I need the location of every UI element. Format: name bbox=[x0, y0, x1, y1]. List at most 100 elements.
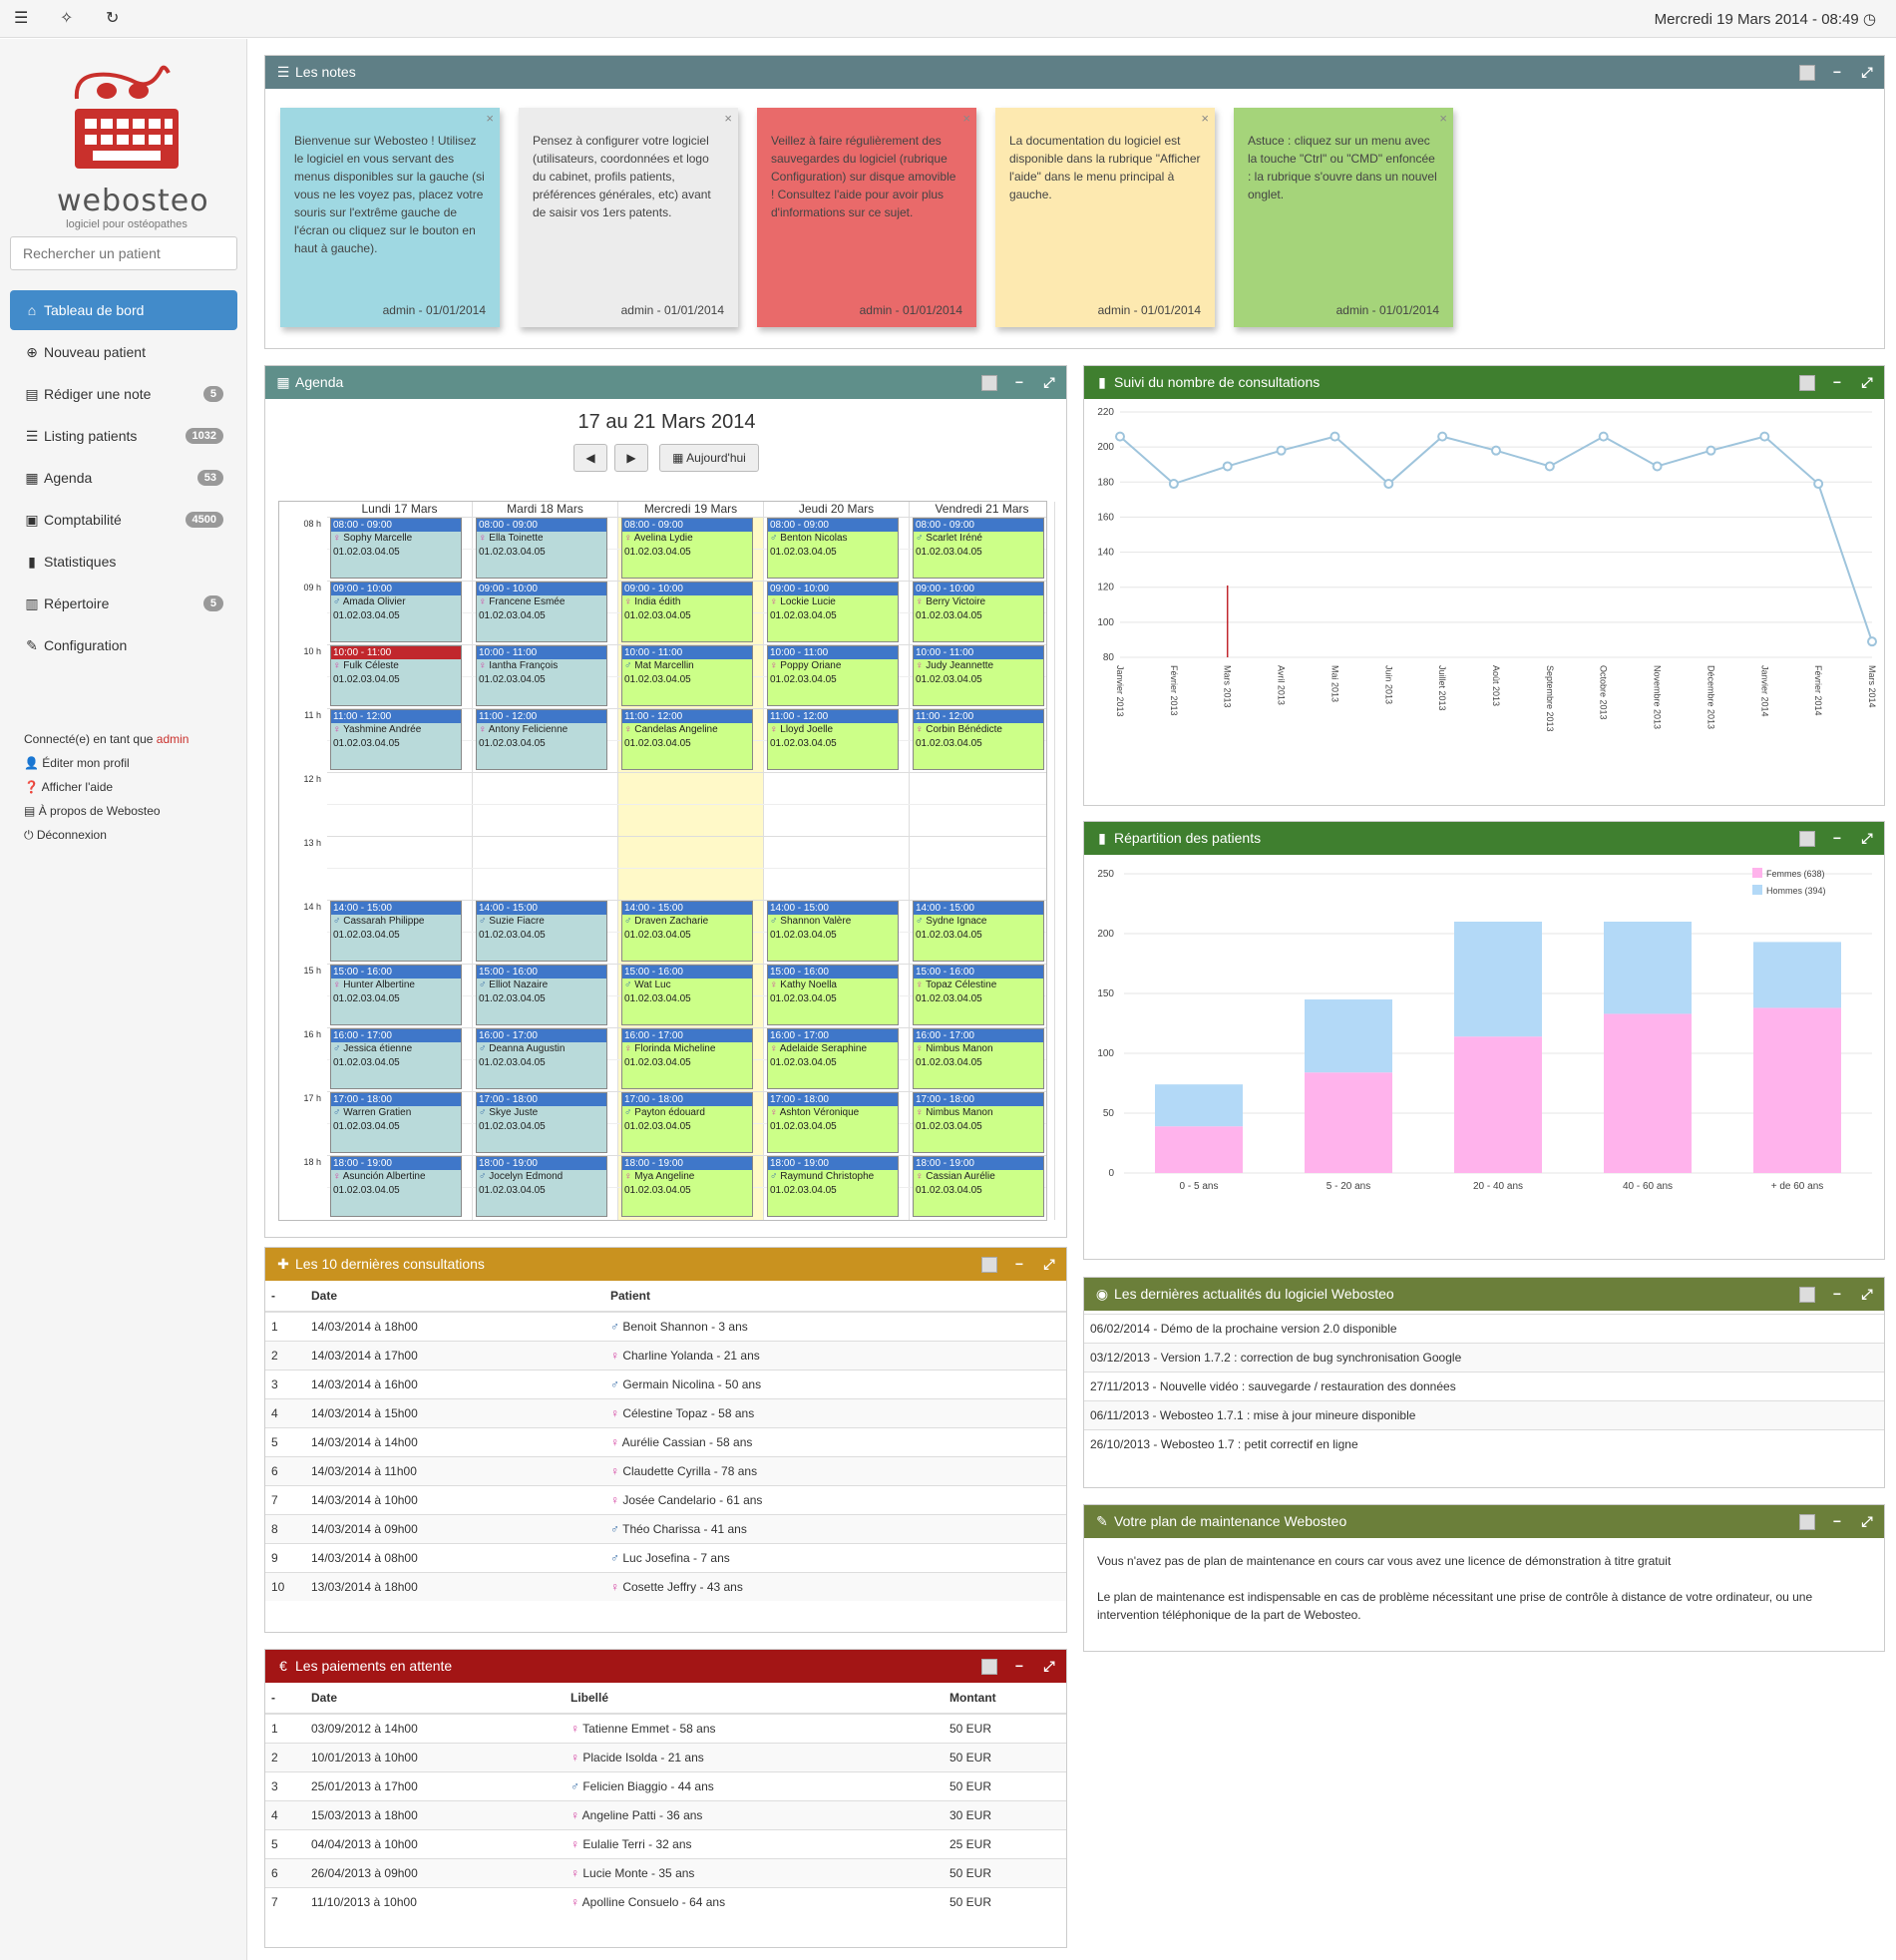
about-link[interactable]: ▤ À propos de Webosteo bbox=[24, 799, 189, 823]
legend-label[interactable]: Femmes (638) bbox=[1766, 869, 1825, 879]
agenda-event[interactable]: 18:00 - 19:00 ♀ Asunción Albertine 01.02.0… bbox=[330, 1156, 462, 1217]
bar-segment[interactable] bbox=[1604, 1013, 1692, 1173]
patient-name[interactable]: Claudette Cyrilla - 78 ans bbox=[622, 1463, 758, 1478]
agenda-event[interactable]: 16:00 - 17:00 ♀ Adelaide Seraphine 01.02.0… bbox=[767, 1028, 899, 1089]
column-header[interactable]: - bbox=[265, 1683, 305, 1715]
options-button[interactable] bbox=[980, 1650, 998, 1683]
prev-week-button[interactable]: ◀ bbox=[573, 444, 607, 472]
nav-item-dashboard[interactable]: ⌂ Tableau de bord bbox=[10, 290, 237, 330]
bar-segment[interactable] bbox=[1454, 1036, 1542, 1173]
patient-name[interactable]: Luc Josefina - 7 ans bbox=[622, 1550, 730, 1565]
bar-segment[interactable] bbox=[1305, 999, 1392, 1073]
agenda-event[interactable]: 16:00 - 17:00 ♀ Florinda Micheline 01.02.0… bbox=[621, 1028, 753, 1089]
agenda-event[interactable]: 08:00 - 09:00 ♀ Avelina Lydie 01.02.03.04.… bbox=[621, 518, 753, 579]
agenda-event[interactable]: 14:00 - 15:00 ♂ Cassarah Philippe 01.02.03… bbox=[330, 901, 462, 962]
table-row[interactable]: 3 25/01/2013 à 17h00 ♂ Felicien Biaggio - … bbox=[265, 1770, 1066, 1800]
patient-name[interactable]: Lucie Monte - 35 ans bbox=[582, 1865, 695, 1880]
patient-name[interactable]: Tatienne Emmet - 58 ans bbox=[582, 1721, 716, 1736]
table-row[interactable]: 5 04/04/2013 à 10h00 ♀ Eulalie Terri - 32 … bbox=[265, 1828, 1066, 1858]
bar-segment[interactable] bbox=[1753, 942, 1841, 1008]
patient-name[interactable]: Célestine Topaz - 58 ans bbox=[622, 1405, 755, 1420]
expand-button[interactable]: ⤢ bbox=[1861, 374, 1873, 390]
expand-button[interactable]: ⤢ bbox=[1861, 830, 1873, 846]
agenda-event[interactable]: 09:00 - 10:00 ♀ Berry Victoire 01.02.03.04… bbox=[913, 582, 1044, 642]
agenda-event[interactable]: 16:00 - 17:00 ♂ Deanna Augustin 01.02.03.0… bbox=[476, 1028, 607, 1089]
options-button[interactable] bbox=[1798, 1278, 1816, 1311]
table-row[interactable]: 1 03/09/2012 à 14h00 ♀ Tatienne Emmet - 58… bbox=[265, 1713, 1066, 1743]
sticky-note[interactable]: × Bienvenue sur Webosteo ! Utilisez le lo… bbox=[280, 108, 500, 327]
agenda-event[interactable]: 15:00 - 16:00 ♂ Elliot Nazaire 01.02.03.04… bbox=[476, 965, 607, 1025]
news-item[interactable]: 03/12/2013 - Version 1.7.2 : correction … bbox=[1084, 1343, 1884, 1372]
agenda-event[interactable]: 10:00 - 11:00 ♂ Mat Marcellin 01.02.03.04.… bbox=[621, 645, 753, 706]
data-point[interactable] bbox=[1329, 431, 1340, 442]
table-row[interactable]: 6 26/04/2013 à 09h00 ♀ Lucie Monte - 35 an… bbox=[265, 1857, 1066, 1887]
agenda-event[interactable]: 10:00 - 11:00 ♀ Poppy Oriane 01.02.03.04.0… bbox=[767, 645, 899, 706]
bar-segment[interactable] bbox=[1155, 1126, 1243, 1173]
expand-button[interactable]: ⤢ bbox=[1043, 1658, 1055, 1674]
nav-item-accounting[interactable]: ▣ Comptabilité 4500 bbox=[10, 500, 237, 540]
table-row[interactable]: 10 13/03/2014 à 18h00 ♀ Cosette Jeffry - 4… bbox=[265, 1571, 1066, 1601]
agenda-event[interactable]: 09:00 - 10:00 ♀ India édith 01.02.03.04.05 bbox=[621, 582, 753, 642]
data-point[interactable] bbox=[1276, 445, 1287, 456]
collapse-button[interactable]: − bbox=[1014, 1658, 1024, 1674]
collapse-button[interactable]: − bbox=[1832, 1513, 1842, 1529]
agenda-event[interactable]: 18:00 - 19:00 ♂ Jocelyn Edmond 01.02.03.04… bbox=[476, 1156, 607, 1217]
table-row[interactable]: 6 14/03/2014 à 11h00 ♀ Claudette Cyrilla -… bbox=[265, 1455, 1066, 1485]
collapse-button[interactable]: − bbox=[1832, 830, 1842, 846]
agenda-event[interactable]: 09:00 - 10:00 ♂ Amada Olivier 01.02.03.04.… bbox=[330, 582, 462, 642]
table-row[interactable]: 5 14/03/2014 à 14h00 ♀ Aurélie Cassian - 5… bbox=[265, 1426, 1066, 1456]
sticky-note[interactable]: × Astuce : cliquez sur un menu avec la to… bbox=[1234, 108, 1453, 327]
bar-segment[interactable] bbox=[1753, 1007, 1841, 1173]
table-row[interactable]: 1 14/03/2014 à 18h00 ♂ Benoit Shannon - 3 … bbox=[265, 1311, 1066, 1341]
options-button[interactable] bbox=[980, 366, 998, 399]
options-button[interactable] bbox=[1798, 366, 1816, 399]
agenda-event[interactable]: 17:00 - 18:00 ♀ Ashton Véronique 01.02.03.… bbox=[767, 1092, 899, 1153]
patient-name[interactable]: Charline Yolanda - 21 ans bbox=[622, 1348, 760, 1363]
agenda-event[interactable]: 08:00 - 09:00 ♂ Scarlet Iréné 01.02.03.04.… bbox=[913, 518, 1044, 579]
data-point[interactable] bbox=[1759, 431, 1770, 442]
data-point[interactable] bbox=[1437, 431, 1448, 442]
table-row[interactable]: 4 15/03/2013 à 18h00 ♀ Angeline Patti - 36… bbox=[265, 1799, 1066, 1829]
options-button[interactable] bbox=[1798, 1505, 1816, 1538]
close-icon[interactable]: × bbox=[1439, 111, 1447, 126]
nav-item-agenda[interactable]: ▦ Agenda 53 bbox=[10, 458, 237, 498]
data-point[interactable] bbox=[1867, 636, 1877, 647]
close-icon[interactable]: × bbox=[962, 111, 970, 126]
table-row[interactable]: 7 11/10/2013 à 10h00 ♀ Apolline Consuelo -… bbox=[265, 1886, 1066, 1916]
nav-item-patients[interactable]: ☰ Listing patients 1032 bbox=[10, 416, 237, 456]
list-icon[interactable]: ☰ bbox=[14, 10, 29, 27]
bar-segment[interactable] bbox=[1604, 922, 1692, 1014]
options-button[interactable] bbox=[980, 1248, 998, 1281]
data-point[interactable] bbox=[1491, 445, 1501, 456]
expand-button[interactable]: ⤢ bbox=[1861, 64, 1873, 80]
expand-button[interactable]: ⤢ bbox=[1861, 1286, 1873, 1302]
column-header[interactable]: Date bbox=[305, 1683, 565, 1715]
agenda-event[interactable]: 11:00 - 12:00 ♀ Yashmine Andrée 01.02.03.0… bbox=[330, 709, 462, 770]
data-point[interactable] bbox=[1222, 461, 1233, 472]
patient-name[interactable]: Cosette Jeffry - 43 ans bbox=[622, 1579, 743, 1594]
logo[interactable]: webosteo logiciel pour ostéopathes bbox=[57, 57, 208, 231]
agenda-event[interactable]: 17:00 - 18:00 ♂ Payton édouard 01.02.03.04… bbox=[621, 1092, 753, 1153]
collapse-button[interactable]: − bbox=[1832, 1286, 1842, 1302]
expand-button[interactable]: ⤢ bbox=[1043, 1256, 1055, 1272]
column-header[interactable]: Libellé bbox=[565, 1683, 944, 1715]
next-week-button[interactable]: ▶ bbox=[614, 444, 648, 472]
agenda-event[interactable]: 08:00 - 09:00 ♀ Ella Toinette 01.02.03.04.… bbox=[476, 518, 607, 579]
close-icon[interactable]: × bbox=[486, 111, 494, 126]
patient-name[interactable]: Josée Candelario - 61 ans bbox=[622, 1492, 763, 1507]
agenda-event[interactable]: 10:00 - 11:00 ♀ Judy Jeannette 01.02.03.04… bbox=[913, 645, 1044, 706]
patient-name[interactable]: Felicien Biaggio - 44 ans bbox=[582, 1778, 714, 1793]
news-item[interactable]: 06/02/2014 - Démo de la prochaine versio… bbox=[1084, 1314, 1884, 1343]
agenda-event[interactable]: 15:00 - 16:00 ♀ Topaz Célestine 01.02.03.0… bbox=[913, 965, 1044, 1025]
agenda-event[interactable]: 15:00 - 16:00 ♀ Kathy Noella 01.02.03.04.0… bbox=[767, 965, 899, 1025]
patient-name[interactable]: Apolline Consuelo - 64 ans bbox=[581, 1894, 726, 1909]
close-icon[interactable]: × bbox=[1201, 111, 1209, 126]
edit-profile-link[interactable]: 👤 Éditer mon profil bbox=[24, 751, 189, 775]
magic-icon[interactable]: ✧ bbox=[60, 10, 74, 27]
sticky-note[interactable]: × La documentation du logiciel est dispon… bbox=[995, 108, 1215, 327]
table-row[interactable]: 2 14/03/2014 à 17h00 ♀ Charline Yolanda - … bbox=[265, 1340, 1066, 1370]
close-icon[interactable]: × bbox=[724, 111, 732, 126]
patient-name[interactable]: Eulalie Terri - 32 ans bbox=[582, 1836, 692, 1851]
agenda-event[interactable]: 17:00 - 18:00 ♂ Warren Gratien 01.02.03.04… bbox=[330, 1092, 462, 1153]
refresh-icon[interactable]: ↻ bbox=[106, 10, 120, 27]
